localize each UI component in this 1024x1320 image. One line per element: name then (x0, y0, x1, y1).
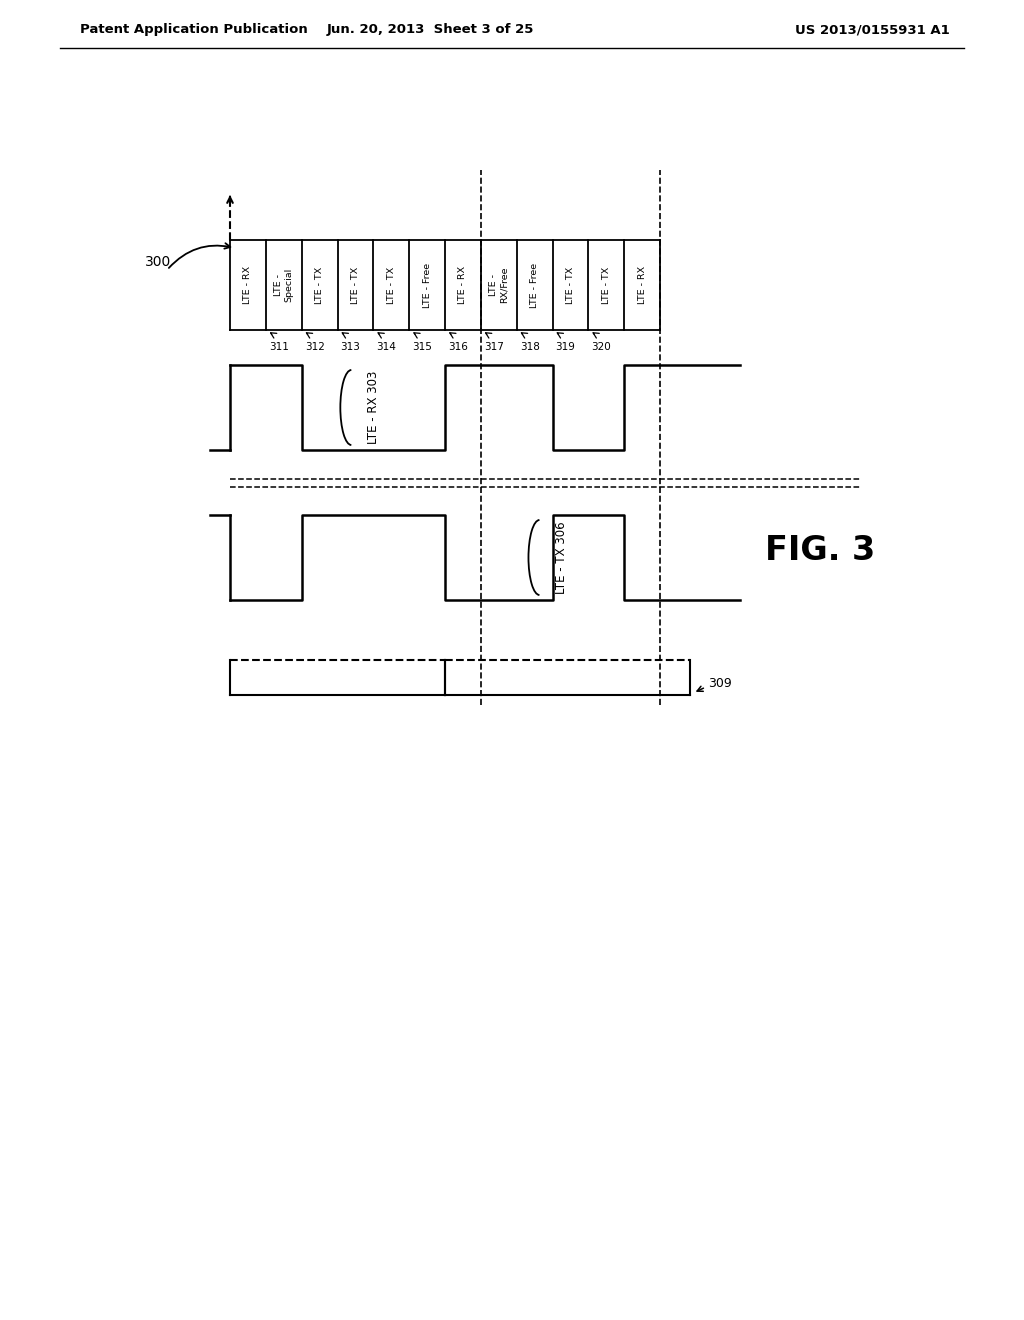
Text: 314: 314 (377, 342, 396, 352)
Text: 320: 320 (591, 342, 611, 352)
Text: LTE - TX: LTE - TX (602, 267, 610, 304)
Text: Jun. 20, 2013  Sheet 3 of 25: Jun. 20, 2013 Sheet 3 of 25 (327, 24, 534, 37)
Text: LTE - TX: LTE - TX (351, 267, 359, 304)
Text: LTE - TX: LTE - TX (566, 267, 574, 304)
Text: 316: 316 (449, 342, 468, 352)
Text: LTE - Free: LTE - Free (530, 263, 539, 308)
Text: 300: 300 (144, 255, 171, 269)
Text: LTE - RX: LTE - RX (244, 265, 253, 304)
Text: LTE - RX 303: LTE - RX 303 (367, 371, 380, 445)
Text: LTE - Free: LTE - Free (423, 263, 431, 308)
Text: LTE -
RX/Free: LTE - RX/Free (489, 267, 509, 304)
Text: LTE -
Special: LTE - Special (274, 268, 294, 302)
Text: 315: 315 (413, 342, 432, 352)
Text: LTE - RX: LTE - RX (459, 265, 467, 304)
Text: LTE - TX 306: LTE - TX 306 (555, 521, 568, 594)
Text: 311: 311 (269, 342, 289, 352)
Text: 309: 309 (708, 677, 732, 690)
Text: Patent Application Publication: Patent Application Publication (80, 24, 308, 37)
Text: 313: 313 (341, 342, 360, 352)
Text: US 2013/0155931 A1: US 2013/0155931 A1 (796, 24, 950, 37)
Text: LTE - TX: LTE - TX (387, 267, 395, 304)
Text: 317: 317 (483, 342, 504, 352)
Text: 318: 318 (519, 342, 540, 352)
Text: LTE - TX: LTE - TX (315, 267, 324, 304)
Text: LTE - RX: LTE - RX (638, 265, 646, 304)
Text: 319: 319 (555, 342, 575, 352)
Text: FIG. 3: FIG. 3 (765, 533, 876, 566)
Text: 312: 312 (305, 342, 325, 352)
